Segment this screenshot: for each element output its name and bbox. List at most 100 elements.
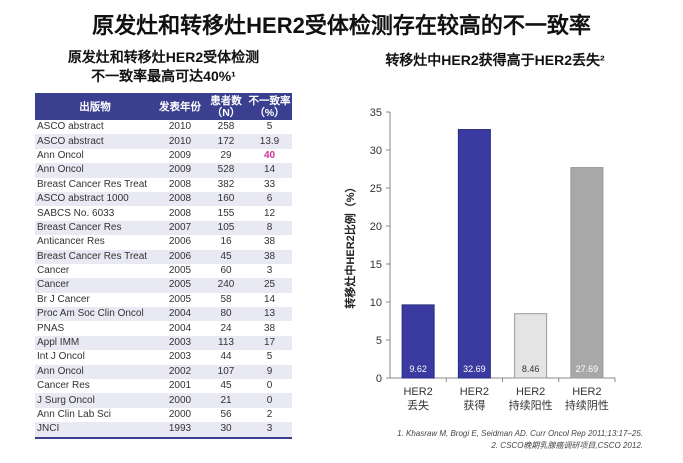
bar [514, 313, 548, 379]
cell-patients: 29 [220, 149, 232, 161]
cell-rate: 13.9 [247, 134, 292, 149]
cell-year: 2000 [155, 393, 205, 408]
y-tick-label: 20 [370, 221, 382, 233]
cell-rate: 3 [247, 422, 292, 439]
cell-publication: J Surg Oncol [35, 393, 155, 408]
cell-year: 2007 [155, 220, 205, 236]
cell-patients: 16 [220, 236, 232, 248]
cell-patients: 30 [205, 422, 247, 439]
cell-rate: 0 [266, 380, 273, 392]
table-row: ASCO abstract 2010 172 13.9 [35, 134, 292, 149]
cell-year: 2006 [155, 249, 205, 264]
cell-publication: Anticancer Res [37, 236, 105, 248]
table-row: Ann Oncol 2002 107 9 [35, 364, 292, 380]
x-tick-label-sub: 持续阴性 [565, 398, 609, 412]
x-tick-label-sub: 持续阳性 [509, 398, 553, 412]
cell-patients: 45 [205, 249, 247, 264]
discordance-table: 出版物 发表年份 患者数（N） 不一致率（%） ASCO abstract 201… [35, 93, 292, 439]
table-row: Appl IMM 2003 113 17 [35, 335, 292, 351]
cell-rate: 33 [263, 178, 276, 190]
bar-value-label: 27.69 [576, 364, 599, 374]
y-axis-label: 转移灶中HER2比例（%） [343, 181, 357, 308]
cell-publication: Int J Oncol [37, 351, 85, 363]
x-tick-label-sub: 获得 [463, 399, 485, 412]
cell-rate: 38 [263, 322, 276, 334]
x-tick-label: HER2 [572, 386, 601, 398]
col-header-publication: 出版物 [35, 93, 155, 120]
cell-rate: 5 [266, 351, 273, 363]
col-header-rate: 不一致率（%） [247, 93, 292, 120]
cell-patients: 105 [205, 220, 247, 236]
cell-publication: Cancer [35, 278, 155, 293]
table-row: Breast Cancer Res Treat 2008 382 33 [35, 178, 292, 192]
chart-title: 转移灶中HER2获得高于HER2丢失² [385, 52, 605, 68]
cell-year: 2009 [155, 163, 205, 178]
cell-publication: Ann Clin Lab Sci [37, 409, 111, 420]
cell-rate: 14 [247, 163, 292, 178]
cell-publication: PNAS [37, 322, 65, 334]
cell-patients: 107 [205, 364, 247, 380]
cell-year: 2005 [168, 293, 192, 305]
cell-year: 2010 [168, 121, 192, 133]
cell-rate: 2 [266, 409, 273, 420]
cell-publication: Breast Cancer Res Treat [37, 178, 148, 190]
cell-rate: 8 [247, 220, 292, 236]
cell-patients: 172 [205, 134, 247, 149]
cell-year: 2008 [168, 178, 192, 190]
cell-year: 2003 [168, 351, 192, 363]
table-row: Cancer 2005 240 25 [35, 278, 292, 293]
cell-year: 2004 [168, 322, 192, 334]
bar [401, 304, 435, 379]
cell-patients: 58 [220, 293, 232, 305]
cell-year: 2001 [168, 380, 192, 392]
table-row: Proc Am Soc Clin Oncol 2004 80 13 [35, 307, 292, 322]
col-header-year: 发表年份 [155, 93, 205, 120]
cell-year: 2005 [168, 265, 192, 277]
cell-year: 1993 [155, 422, 205, 439]
table-row: Cancer Res 2001 45 0 [35, 379, 292, 393]
cell-publication: Appl IMM [35, 335, 155, 351]
table-row: Int J Oncol 2003 44 5 [35, 350, 292, 364]
cell-publication: ASCO abstract 1000 [35, 191, 155, 207]
cell-rate: 5 [266, 121, 273, 133]
cell-patients: 528 [205, 163, 247, 178]
cell-patients: 155 [217, 207, 235, 219]
table-row: SABCS No. 6033 2008 155 12 [35, 206, 292, 220]
cell-year: 2000 [168, 409, 192, 420]
cell-publication: Breast Cancer Res [35, 220, 155, 236]
cell-patients: 24 [220, 322, 232, 334]
cell-year: 2008 [168, 207, 192, 219]
cell-publication: Cancer Res [37, 380, 90, 392]
cell-publication: ASCO abstract [37, 121, 104, 133]
cell-year: 2004 [155, 307, 205, 322]
cell-rate: 6 [247, 191, 292, 207]
table-row: Ann Oncol 2009 528 14 [35, 163, 292, 178]
cell-rate: 3 [266, 265, 273, 277]
cell-patients: 56 [220, 409, 232, 420]
x-tick-label: HER2 [516, 386, 545, 398]
cell-publication: ASCO abstract [35, 134, 155, 149]
y-tick-label: 30 [370, 145, 382, 157]
y-tick-label: 5 [376, 335, 382, 347]
cell-year: 2002 [155, 364, 205, 380]
table-row: Anticancer Res 2006 16 38 [35, 235, 292, 249]
cell-rate: 17 [247, 335, 292, 351]
table-row: J Surg Oncol 2000 21 0 [35, 393, 292, 408]
table-row: Ann Oncol 2009 29 40 [35, 149, 292, 163]
col-header-patients: 患者数（N） [205, 93, 247, 120]
table-row: JNCI 1993 30 3 [35, 422, 292, 439]
cell-year: 2006 [168, 236, 192, 248]
bar-value-label: 8.46 [522, 364, 540, 374]
table-row: PNAS 2004 24 38 [35, 321, 292, 335]
cell-patients: 113 [205, 335, 247, 351]
table-row: Breast Cancer Res 2007 105 8 [35, 220, 292, 236]
cell-publication: JNCI [35, 422, 155, 439]
cell-patients: 45 [220, 380, 232, 392]
cell-patients: 160 [205, 191, 247, 207]
cell-publication: Ann Oncol [37, 149, 84, 161]
cell-rate: 25 [247, 278, 292, 293]
cell-rate: 38 [247, 249, 292, 264]
table-subtitle-line1: 原发灶和转移灶HER2受体检测 [67, 49, 260, 65]
reference-2: 2. CSCO晚期乳腺癌调研项目,CSCO 2012. [491, 441, 643, 450]
